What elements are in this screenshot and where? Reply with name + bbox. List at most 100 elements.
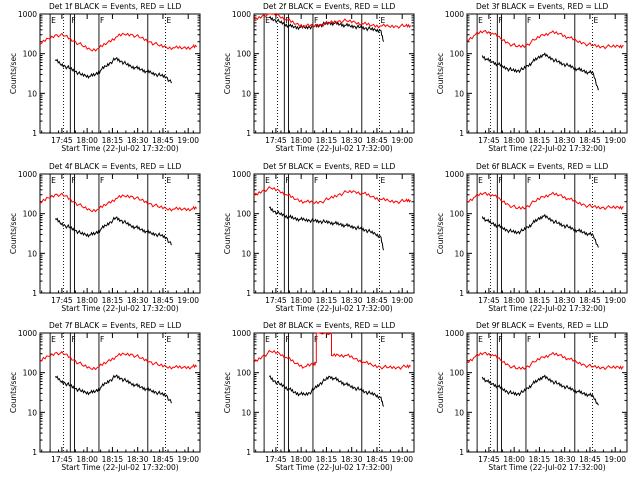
- detector-panel-9: Det 9f BLACK = Events, RED = LLD 1 10 100 10…: [436, 321, 628, 472]
- y-tick-label: 100: [450, 50, 465, 59]
- marker-label: E: [265, 176, 270, 185]
- x-tick-label: 18:00: [290, 455, 312, 464]
- x-tick-label: 18:00: [290, 296, 312, 305]
- marker-label: E: [51, 16, 56, 25]
- x-axis-label: Start Time (22-Jul-02 17:32:00): [61, 463, 178, 472]
- marker-label: E: [593, 16, 598, 25]
- detector-panel-2: Det 2f BLACK = Events, RED = LLD 1 10 100 10…: [223, 2, 415, 153]
- x-tick-label: 19:00: [177, 136, 199, 145]
- y-tick-label: 1: [246, 448, 251, 457]
- panel-title: Det 6f BLACK = Events, RED = LLD: [476, 162, 609, 171]
- y-tick-label: 100: [450, 369, 465, 378]
- y-tick-label: 10: [241, 249, 251, 258]
- y-axis-label: Counts/sec: [223, 372, 232, 413]
- x-axis-label: Start Time (22-Jul-02 17:32:00): [275, 463, 392, 472]
- x-tick-label: 18:15: [316, 136, 338, 145]
- detector-panel-3: Det 3f BLACK = Events, RED = LLD 1 10 100 10…: [436, 2, 628, 153]
- y-tick-label: 1: [459, 289, 464, 298]
- marker-label: F: [71, 176, 75, 185]
- y-tick-label: 1: [459, 129, 464, 138]
- marker-label: E: [166, 176, 171, 185]
- marker-label: E: [478, 335, 483, 344]
- x-axis-label: Start Time (22-Jul-02 17:32:00): [488, 304, 605, 313]
- y-axis-label: Counts/sec: [9, 53, 18, 94]
- x-axis-label: Start Time (22-Jul-02 17:32:00): [61, 144, 178, 153]
- x-tick-label: 18:00: [290, 136, 312, 145]
- x-tick-label: 19:00: [177, 455, 199, 464]
- marker-label: F: [71, 335, 75, 344]
- x-tick-label: 18:00: [503, 136, 525, 145]
- marker-label: F: [100, 176, 104, 185]
- panel-title: Det 3f BLACK = Events, RED = LLD: [476, 2, 609, 11]
- x-tick-label: 18:15: [529, 296, 551, 305]
- x-tick-label: 18:15: [102, 455, 124, 464]
- x-tick-label: 18:45: [152, 455, 174, 464]
- y-tick-label: 1000: [232, 329, 251, 338]
- y-axis-label: Counts/sec: [223, 213, 232, 254]
- y-tick-label: 100: [237, 50, 252, 59]
- marker-label: E: [166, 16, 171, 25]
- detector-panel-5: Det 5f BLACK = Events, RED = LLD 1 10 100 10…: [223, 162, 415, 313]
- y-tick-label: 1000: [232, 170, 251, 179]
- y-tick-label: 1000: [18, 10, 37, 19]
- x-tick-label: 18:45: [579, 296, 601, 305]
- y-tick-label: 10: [27, 408, 37, 417]
- x-tick-label: 18:30: [127, 296, 149, 305]
- x-tick-label: 19:00: [391, 455, 413, 464]
- x-tick-label: 19:00: [604, 136, 626, 145]
- events-series-line: [54, 374, 172, 404]
- plot-frame: [39, 173, 201, 294]
- x-tick-label: 19:00: [604, 455, 626, 464]
- x-tick-label: 18:30: [127, 136, 149, 145]
- marker-label: E: [51, 335, 56, 344]
- events-series-line: [54, 216, 172, 246]
- plot-frame: [466, 13, 628, 134]
- y-axis-label: Counts/sec: [223, 53, 232, 94]
- x-tick-label: 18:30: [341, 136, 363, 145]
- marker-label: E: [265, 335, 270, 344]
- marker-label: F: [498, 16, 502, 25]
- x-tick-label: 18:45: [152, 136, 174, 145]
- marker-label: E: [380, 335, 385, 344]
- x-tick-label: 17:45: [478, 455, 500, 464]
- marker-label: E: [51, 176, 56, 185]
- panel-title: Det 1f BLACK = Events, RED = LLD: [49, 2, 182, 11]
- x-axis-label: Start Time (22-Jul-02 17:32:00): [275, 304, 392, 313]
- x-tick-label: 18:30: [341, 296, 363, 305]
- plot-frame: [253, 173, 415, 294]
- y-tick-label: 10: [241, 89, 251, 98]
- plot-frame: [466, 173, 628, 294]
- marker-label: F: [100, 335, 104, 344]
- x-tick-label: 17:45: [478, 296, 500, 305]
- x-tick-label: 18:30: [554, 455, 576, 464]
- x-tick-label: 19:00: [177, 296, 199, 305]
- lld-series-line: [466, 191, 624, 211]
- x-tick-label: 18:15: [102, 296, 124, 305]
- marker-label: E: [478, 176, 483, 185]
- y-tick-label: 1: [246, 289, 251, 298]
- x-tick-label: 17:45: [265, 455, 287, 464]
- y-tick-label: 10: [454, 89, 464, 98]
- plot-frame: [253, 13, 415, 134]
- x-tick-label: 18:45: [366, 136, 388, 145]
- detector-panel-6: Det 6f BLACK = Events, RED = LLD 1 10 100 10…: [436, 162, 628, 313]
- y-axis-label: Counts/sec: [9, 372, 18, 413]
- plot-frame: [39, 13, 201, 134]
- y-tick-label: 10: [27, 89, 37, 98]
- y-axis-label: Counts/sec: [436, 372, 445, 413]
- x-tick-label: 18:00: [503, 455, 525, 464]
- y-tick-label: 1000: [18, 170, 37, 179]
- lld-series-line: [466, 30, 624, 50]
- marker-label: E: [593, 335, 598, 344]
- x-tick-label: 18:45: [366, 296, 388, 305]
- marker-label: E: [478, 16, 483, 25]
- y-tick-label: 1000: [18, 329, 37, 338]
- y-tick-label: 1000: [445, 170, 464, 179]
- x-tick-label: 18:15: [316, 296, 338, 305]
- x-tick-label: 17:45: [51, 136, 73, 145]
- x-tick-label: 18:30: [554, 136, 576, 145]
- x-tick-label: 19:00: [391, 136, 413, 145]
- x-tick-label: 19:00: [391, 296, 413, 305]
- events-series-line: [268, 206, 385, 251]
